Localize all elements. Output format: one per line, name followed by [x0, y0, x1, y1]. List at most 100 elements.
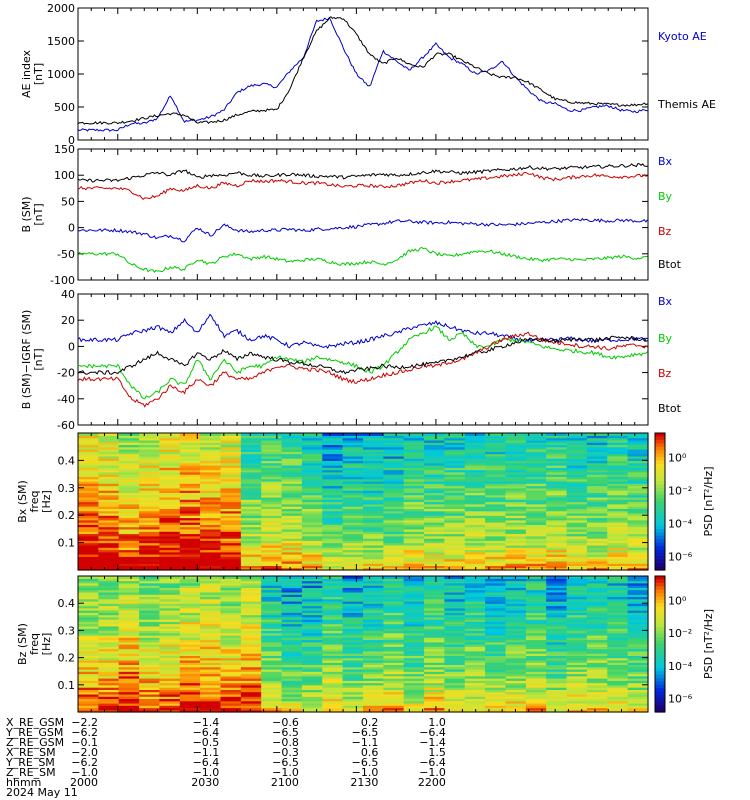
spectrogram-cell	[403, 707, 425, 711]
spectrogram-cell	[424, 499, 446, 503]
spectrogram-cell	[566, 433, 588, 436]
spectrogram-cell	[159, 691, 181, 695]
spectrogram-cell	[179, 687, 201, 690]
spectrogram-cell	[485, 700, 507, 704]
spectrogram-cell	[200, 625, 222, 629]
spectrogram-cell	[403, 680, 425, 684]
spectrogram-cell	[485, 547, 507, 551]
spectrogram-cell	[281, 644, 303, 647]
spectrogram-cell	[342, 659, 364, 663]
spectrogram-cell	[627, 610, 649, 613]
spectrogram-cell	[322, 662, 344, 665]
spectrogram-cell	[240, 662, 262, 665]
spectrogram-cell	[281, 531, 303, 535]
spectrogram-cell	[139, 565, 161, 569]
spectrogram-cell	[607, 628, 629, 631]
spectrogram-cell	[525, 576, 547, 579]
spectrogram-cell	[261, 551, 283, 555]
spectrogram-cell	[261, 519, 283, 523]
spectrogram-cell	[118, 451, 140, 455]
spectrogram-cell	[505, 558, 527, 562]
spectrogram-cell	[78, 684, 99, 688]
spectrogram-cell	[179, 560, 201, 564]
spectrogram-cell	[139, 625, 161, 629]
spectrogram-cell	[546, 439, 568, 443]
spectrogram-cell	[383, 556, 405, 560]
spectrogram-cell	[200, 673, 222, 677]
spectrogram-cell	[98, 533, 120, 537]
spectrogram-cell	[78, 610, 99, 613]
spectrogram-cell	[159, 446, 181, 450]
spectrogram-cell	[464, 655, 486, 659]
spectrogram-cell	[301, 483, 323, 487]
spectrogram-cell	[525, 455, 547, 459]
spectrogram-cell	[566, 556, 588, 560]
spectrogram-cell	[139, 519, 161, 523]
spectrogram-cell	[627, 444, 649, 448]
spectrogram-cell	[586, 639, 608, 643]
spectrogram-cell	[261, 700, 283, 704]
spectrogram-cell	[322, 554, 344, 557]
spectrogram-cell	[383, 641, 405, 645]
spectrogram-cell	[342, 696, 364, 699]
y-axis-label: Bz (SM)	[16, 623, 29, 665]
spectrogram-cell	[627, 551, 649, 555]
spectrogram-cell	[139, 499, 161, 503]
spectrogram-cell	[424, 540, 446, 544]
spectrogram-cell	[220, 655, 242, 659]
spectrogram-cell	[525, 582, 547, 586]
spectrogram-cell	[607, 675, 629, 679]
spectrogram-cell	[505, 578, 527, 582]
spectrogram-cell	[220, 689, 242, 693]
spectrogram-cell	[261, 526, 283, 530]
spectrogram-cell	[444, 641, 466, 645]
spectrogram-cell	[240, 657, 262, 661]
spectrogram-cell	[566, 449, 588, 452]
spectrogram-cell	[546, 614, 568, 618]
spectrogram-cell	[546, 442, 568, 445]
spectrogram-cell	[342, 490, 364, 493]
colorbar-cell	[655, 542, 665, 547]
spectrogram-cell	[363, 662, 384, 665]
spectrogram-cell	[322, 700, 344, 704]
spectrogram-cell	[322, 605, 344, 609]
spectrogram-cell	[485, 578, 507, 582]
spectrogram-cell	[566, 538, 588, 541]
spectrogram-cell	[383, 700, 405, 704]
spectrogram-cell	[98, 589, 120, 593]
spectrogram-cell	[139, 526, 161, 530]
spectrogram-cell	[444, 578, 466, 582]
spectrogram-cell	[342, 591, 364, 595]
spectrogram-cell	[464, 582, 486, 586]
spectrogram-cell	[424, 696, 446, 699]
spectrogram-cell	[200, 558, 222, 562]
spectrogram-cell	[363, 634, 384, 638]
spectrogram-cell	[179, 567, 201, 571]
spectrogram-cell	[607, 510, 629, 514]
spectrogram-cell	[464, 596, 486, 600]
spectrogram-cell	[301, 582, 323, 586]
spectrogram-cell	[403, 446, 425, 450]
spectrogram-cell	[627, 519, 649, 523]
spectrogram-cell	[586, 687, 608, 690]
spectrogram-cell	[98, 455, 120, 459]
spectrogram-cell	[485, 659, 507, 663]
spectrogram-cell	[586, 591, 608, 595]
spectrogram-cell	[240, 576, 262, 579]
spectrogram-cell	[261, 524, 283, 528]
spectrogram-cell	[566, 696, 588, 699]
spectrogram-cell	[424, 547, 446, 551]
spectrogram-cell	[403, 582, 425, 586]
spectrogram-cell	[179, 460, 201, 464]
spectrogram-cell	[220, 462, 242, 466]
spectrogram-cell	[98, 668, 120, 672]
spectrogram-cell	[586, 499, 608, 503]
spectrogram-cell	[505, 589, 527, 593]
spectrogram-cell	[464, 664, 486, 668]
spectrogram-cell	[220, 666, 242, 670]
spectrogram-cell	[566, 675, 588, 679]
spectrogram-cell	[261, 433, 283, 436]
spectrogram-cell	[566, 591, 588, 595]
spectrogram-cell	[546, 476, 568, 480]
spectrogram-cell	[322, 616, 344, 620]
